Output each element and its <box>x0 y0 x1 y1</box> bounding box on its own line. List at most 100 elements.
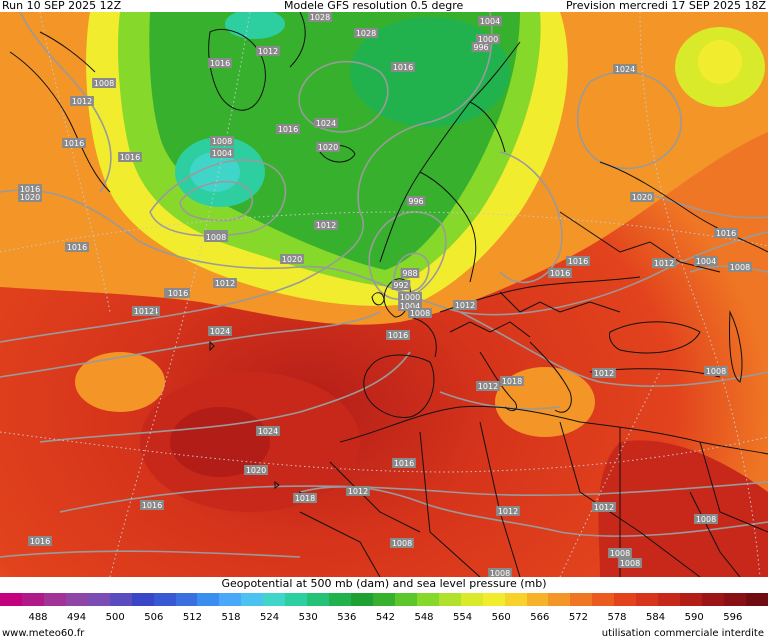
colorbar-tick-label: 578 <box>607 612 627 623</box>
isobar-label-box <box>256 46 280 56</box>
isobar-label: 1008 <box>410 309 430 318</box>
isobar-label: 1012 <box>134 307 154 316</box>
isobar-label-box <box>592 368 616 378</box>
isobar-label: 1000 <box>400 293 420 302</box>
isobar-label-box <box>613 64 637 74</box>
isobar-label: 1016 <box>388 331 408 340</box>
isobar-label-box <box>316 142 340 152</box>
site-credit: www.meteo60.fr <box>2 628 85 639</box>
isobar-label: 1024 <box>316 119 336 128</box>
isobar-label-box <box>390 538 414 548</box>
isobar-label-box <box>630 192 654 202</box>
isobar-label-box <box>166 288 190 298</box>
colorbar-tick-label: 584 <box>646 612 666 623</box>
colorbar-tick-label: 494 <box>67 612 87 623</box>
isobar-label: 1012 <box>498 507 518 516</box>
colorbar-tick-label: 572 <box>568 612 588 623</box>
isobar-label: 1016 <box>30 537 50 546</box>
isobar-label: 1012 <box>455 301 475 310</box>
colorbar-swatch <box>504 593 527 606</box>
isobar-label: 1020 <box>246 466 266 475</box>
isobar-label-box <box>500 376 524 386</box>
isobar-label-box <box>478 16 502 26</box>
colorbar-swatch <box>263 593 286 606</box>
isobar-label: 1016 <box>67 243 87 252</box>
isobar-label: 1016 <box>550 269 570 278</box>
colorbar-swatch <box>680 593 702 606</box>
isobar-label-box <box>28 536 52 546</box>
graticule <box>0 12 768 577</box>
isobar-label-box <box>346 486 370 496</box>
isobar-label-box <box>694 514 718 524</box>
colorbar-tick-label: 590 <box>684 612 704 623</box>
colorbar-tick-label: 530 <box>298 612 318 623</box>
isobar-label: 1012 <box>72 97 92 106</box>
isobar-label-box <box>392 458 416 468</box>
isobar-label-box <box>210 148 234 158</box>
colorbar-tick-label: 566 <box>530 612 550 623</box>
isobar-label-box <box>354 28 378 38</box>
ridge-ne-inner <box>698 40 742 84</box>
isobar-label: 1018 <box>502 377 522 386</box>
isobar-label-box <box>714 228 738 238</box>
isobar-label: 1020 <box>20 193 40 202</box>
colorbar-swatch <box>197 593 220 606</box>
isobar-label-box <box>208 326 232 336</box>
isobar-label: 1008 <box>730 263 750 272</box>
isobar-label: 996 <box>408 197 423 206</box>
isobar-label-box <box>256 426 280 436</box>
colorbar-caption: Geopotential at 500 mb (dam) and sea lev… <box>221 577 547 590</box>
isobar-label: 1000 <box>478 35 498 44</box>
run-label: Run 10 SEP 2025 12Z <box>2 0 122 12</box>
isobar-label-box <box>213 278 237 288</box>
warm-pool-atlantic <box>75 352 165 412</box>
isobar-label: 1016 <box>210 59 230 68</box>
colorbar-swatch <box>0 593 22 606</box>
colorbar-swatch <box>636 593 659 606</box>
isobar-label: 1008 <box>610 549 630 558</box>
isobar-label-box <box>471 42 491 52</box>
isobar-label-box <box>608 548 632 558</box>
colorbar-tick-label: 560 <box>491 612 511 623</box>
isobar-label-box <box>728 262 752 272</box>
isobar-label-box <box>476 34 500 44</box>
isobar-label-box <box>244 465 268 475</box>
isobar-label-box <box>276 124 300 134</box>
isobar-label-box <box>618 558 642 568</box>
isobar-label-box <box>652 258 676 268</box>
colorbar-swatch <box>570 593 593 606</box>
isobar-label: 1016 <box>142 501 162 510</box>
header-bar: Run 10 SEP 2025 12Z Modele GFS resolutio… <box>0 0 768 12</box>
colorbar-swatch <box>526 593 549 606</box>
isobar-label-box <box>70 96 94 106</box>
colorbar-swatch <box>65 593 88 606</box>
colorbar-swatch <box>438 593 461 606</box>
colorbar-swatch <box>241 593 264 606</box>
colorbar-swatch <box>87 593 110 606</box>
isobar-label: 1018 <box>295 494 315 503</box>
isobar-label: 1016 <box>120 153 140 162</box>
low-core-top <box>225 12 285 39</box>
isobar-label: 1024 <box>615 65 635 74</box>
isobar-label-box <box>548 268 572 278</box>
isobar-label-box <box>566 256 590 266</box>
isobar-label: 1016 <box>393 63 413 72</box>
isobar-label: 1028 <box>310 13 330 22</box>
isobar-label-box <box>18 184 42 194</box>
colorbar-swatch <box>153 593 176 606</box>
colorbar-swatch <box>548 593 571 606</box>
colorbar-swatch <box>131 593 154 606</box>
isobar-label: 1012 <box>594 503 614 512</box>
colorbar-swatch <box>307 593 330 606</box>
isobar-label-box <box>400 268 420 278</box>
isobar-label-box <box>391 280 411 290</box>
coastlines <box>9 12 768 577</box>
colorbar-swatch <box>592 593 615 606</box>
isobar-label: 1004 <box>400 302 420 311</box>
colorbar-swatch <box>702 593 724 606</box>
isobar-label: 996 <box>473 43 488 52</box>
colorbar-swatch <box>43 593 66 606</box>
isobar-label-box <box>408 308 432 318</box>
